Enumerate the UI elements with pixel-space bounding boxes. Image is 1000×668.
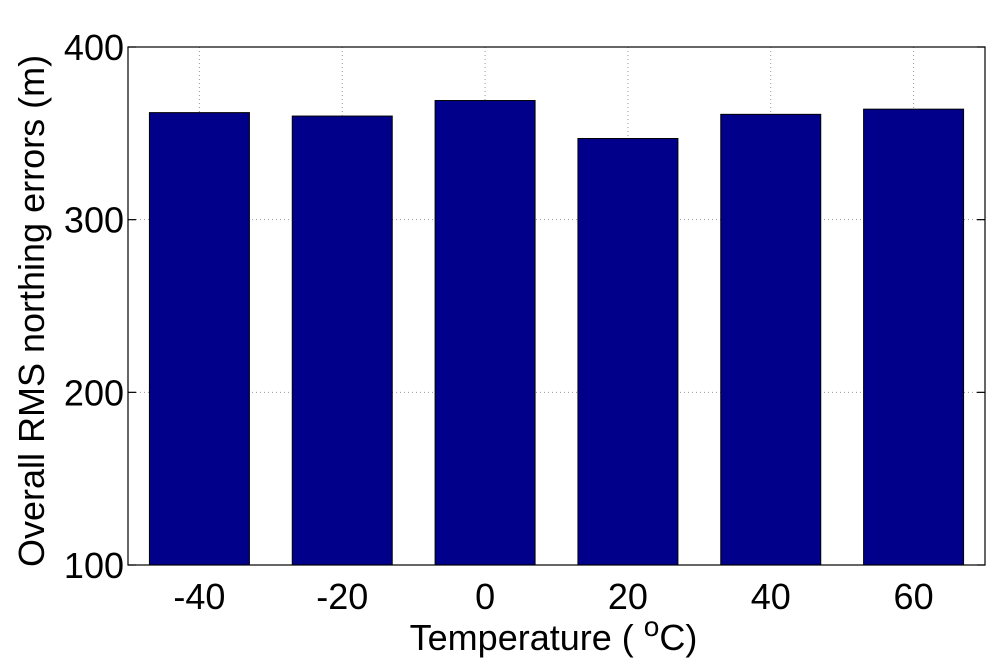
- y-tick-label: 200: [64, 372, 124, 413]
- x-tick-label: -20: [316, 576, 368, 617]
- y-tick-label: 100: [64, 545, 124, 586]
- bar: [291, 115, 393, 566]
- bar: [148, 112, 250, 566]
- y-axis-label: Overall RMS northing errors (m): [11, 55, 52, 567]
- x-tick-label: -40: [173, 576, 225, 617]
- bar: [720, 113, 822, 566]
- x-tick-label: 20: [608, 576, 648, 617]
- x-tick-label: 60: [894, 576, 934, 617]
- bar: [577, 138, 679, 566]
- x-tick-label: 40: [751, 576, 791, 617]
- y-tick-label: 400: [64, 27, 124, 68]
- x-tick-label: 0: [475, 576, 495, 617]
- grid-lines: [128, 46, 985, 566]
- bars: [148, 100, 965, 566]
- x-axis-ticks: -40 -20 0 20 40 60: [173, 576, 933, 617]
- bar: [434, 100, 536, 566]
- x-axis-label-superscript: o: [644, 611, 660, 642]
- bar: [863, 108, 965, 566]
- y-tick-label: 300: [64, 200, 124, 241]
- x-axis-label: Temperature ( oC): [410, 611, 698, 658]
- y-axis-ticks: 100 200 300 400: [64, 27, 985, 586]
- plot-frame: [127, 46, 986, 566]
